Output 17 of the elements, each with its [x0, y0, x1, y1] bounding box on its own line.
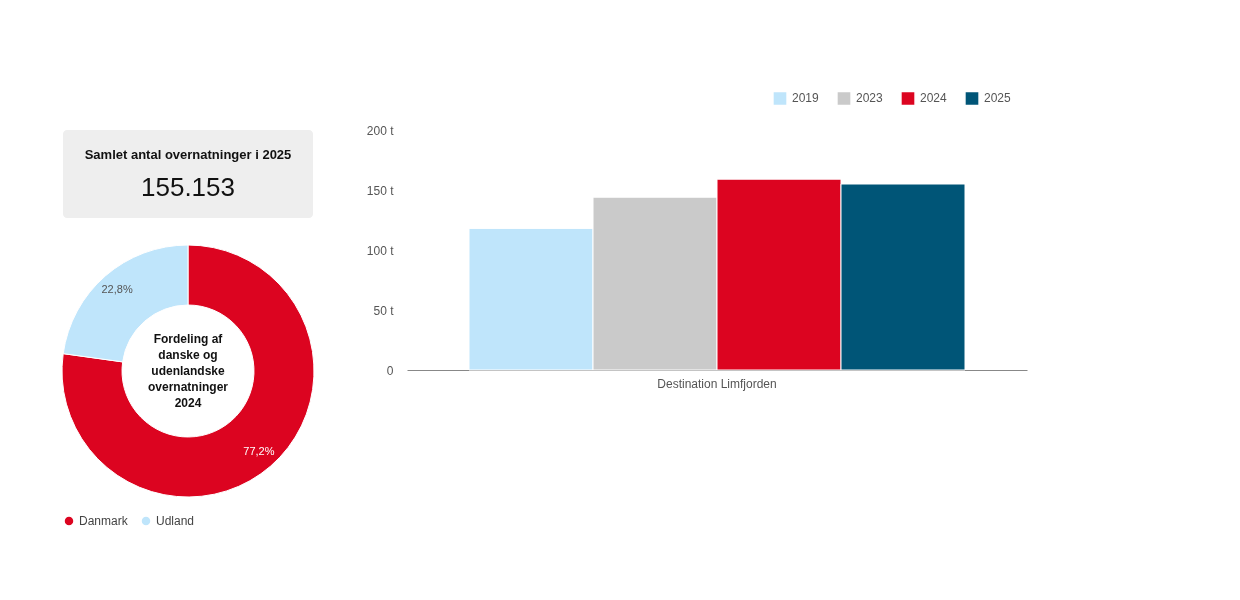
y-tick-label: 150 t [366, 183, 395, 198]
legend-label: 2023 [856, 91, 884, 106]
text: Fordeling af danske og udenlandske overnatninger 2024 [147, 332, 229, 410]
data-label: 22,8% [101, 282, 133, 295]
y-tick-label: 0 [386, 363, 394, 378]
data-label: 77,2% [243, 445, 275, 458]
text: Samlet antal overnatninger i 2025 [84, 147, 292, 162]
text: 155.153 [141, 172, 235, 202]
x-tick-label: Destination Limfjorden [657, 376, 777, 391]
y-tick-label: 100 t [366, 243, 395, 258]
legend-label: 2025 [984, 91, 1012, 106]
y-tick-label: 50 t [373, 303, 395, 318]
legend-label: Udland [156, 514, 195, 528]
legend-label: 2024 [920, 91, 948, 106]
legend-label: 2019 [792, 91, 820, 106]
y-tick-label: 200 t [366, 123, 395, 138]
legend-label: Danmark [79, 514, 129, 528]
